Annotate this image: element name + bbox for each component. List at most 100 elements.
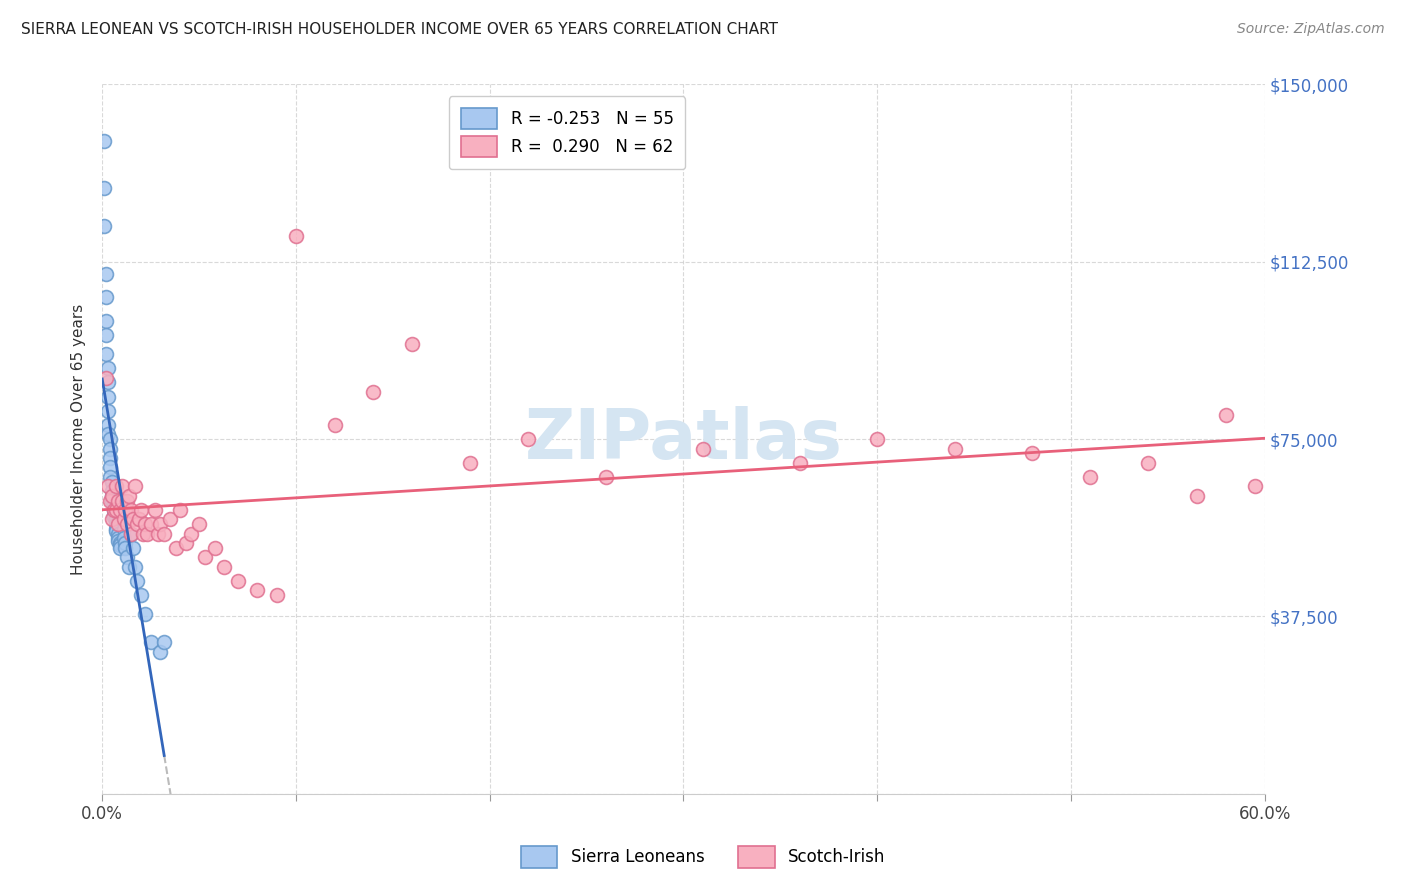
Point	[120, 526, 142, 541]
Point	[129, 588, 152, 602]
Text: SIERRA LEONEAN VS SCOTCH-IRISH HOUSEHOLDER INCOME OVER 65 YEARS CORRELATION CHAR: SIERRA LEONEAN VS SCOTCH-IRISH HOUSEHOLD…	[21, 22, 778, 37]
Point	[107, 517, 129, 532]
Point	[110, 512, 132, 526]
Y-axis label: Householder Income Over 65 years: Householder Income Over 65 years	[72, 303, 86, 574]
Point	[110, 493, 132, 508]
Point	[114, 503, 136, 517]
Point	[97, 427, 120, 442]
Point	[1021, 446, 1043, 460]
Point	[134, 607, 156, 621]
Point	[134, 517, 156, 532]
Point	[97, 479, 120, 493]
Point	[120, 503, 142, 517]
Point	[125, 517, 148, 532]
Point	[458, 456, 481, 470]
Point	[401, 337, 423, 351]
Point	[108, 503, 131, 517]
Point	[110, 503, 132, 517]
Point	[94, 328, 117, 343]
Point	[117, 493, 139, 508]
Point	[139, 635, 162, 649]
Point	[103, 498, 125, 512]
Point	[165, 541, 187, 555]
Point	[98, 442, 121, 456]
Point	[118, 489, 141, 503]
Point	[93, 181, 115, 195]
Point	[114, 536, 136, 550]
Point	[97, 361, 120, 376]
Point	[180, 526, 202, 541]
Point	[284, 228, 307, 243]
Point	[1185, 489, 1208, 503]
Point	[866, 432, 889, 446]
Point	[104, 522, 127, 536]
Point	[204, 541, 226, 555]
Point	[104, 517, 127, 532]
Point	[226, 574, 249, 588]
Point	[1078, 470, 1101, 484]
Point	[114, 541, 136, 555]
Text: Source: ZipAtlas.com: Source: ZipAtlas.com	[1237, 22, 1385, 37]
Point	[148, 526, 170, 541]
Point	[159, 512, 181, 526]
Point	[122, 541, 145, 555]
Point	[125, 574, 148, 588]
Point	[149, 517, 172, 532]
Point	[214, 559, 236, 574]
Point	[135, 526, 157, 541]
Point	[323, 417, 346, 432]
Point	[246, 583, 269, 598]
Point	[124, 479, 146, 493]
Point	[98, 432, 121, 446]
Point	[93, 219, 115, 234]
Point	[94, 290, 117, 304]
Point	[103, 510, 125, 524]
Point	[117, 517, 139, 532]
Point	[139, 517, 162, 532]
Point	[1137, 456, 1160, 470]
Point	[107, 532, 129, 546]
Point	[118, 559, 141, 574]
Point	[943, 442, 966, 456]
Point	[1215, 409, 1237, 423]
Point	[112, 532, 135, 546]
Point	[692, 442, 714, 456]
Point	[108, 536, 131, 550]
Point	[108, 541, 131, 555]
Point	[153, 635, 176, 649]
Point	[94, 267, 117, 281]
Point	[143, 503, 166, 517]
Point	[120, 526, 142, 541]
Point	[124, 559, 146, 574]
Point	[98, 493, 121, 508]
Point	[101, 489, 124, 503]
Legend: R = -0.253   N = 55, R =  0.290   N = 62: R = -0.253 N = 55, R = 0.290 N = 62	[449, 96, 685, 169]
Point	[107, 493, 129, 508]
Point	[112, 512, 135, 526]
Point	[97, 403, 120, 417]
Point	[98, 470, 121, 484]
Point	[188, 517, 211, 532]
Point	[129, 503, 152, 517]
Point	[132, 526, 155, 541]
Point	[103, 503, 125, 517]
Point	[595, 470, 617, 484]
Point	[110, 493, 132, 508]
Point	[104, 503, 127, 517]
Point	[104, 524, 127, 539]
Point	[194, 550, 217, 565]
Point	[101, 493, 124, 508]
Point	[517, 432, 540, 446]
Point	[101, 489, 124, 503]
Point	[1244, 479, 1267, 493]
Point	[174, 536, 197, 550]
Point	[149, 645, 172, 659]
Point	[110, 479, 132, 493]
Text: ZIPatlas: ZIPatlas	[524, 406, 842, 473]
Legend: Sierra Leoneans, Scotch-Irish: Sierra Leoneans, Scotch-Irish	[509, 834, 897, 880]
Point	[104, 512, 127, 526]
Point	[94, 347, 117, 361]
Point	[94, 314, 117, 328]
Point	[789, 456, 811, 470]
Point	[266, 588, 288, 602]
